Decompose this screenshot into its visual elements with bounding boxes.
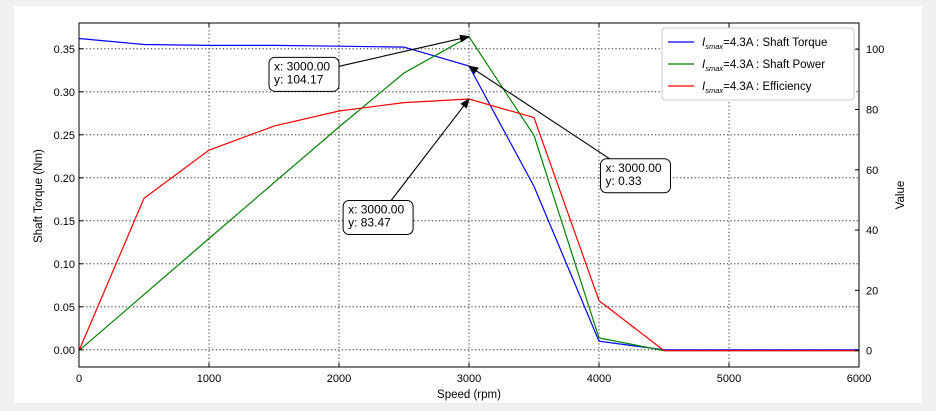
legend-label: Ismax=4.3A : Shaft Torque bbox=[702, 37, 827, 51]
y-right-tick-label: 100 bbox=[866, 44, 884, 56]
legend-label: Ismax=4.3A : Efficiency bbox=[702, 81, 812, 95]
legend: Ismax=4.3A : Shaft Torque Ismax=4.3A : Sh… bbox=[661, 27, 855, 101]
annotation-y-text: y: 83.47 bbox=[348, 215, 391, 229]
legend-label: Ismax=4.3A : Shaft Power bbox=[702, 59, 825, 73]
x-axis-label: Speed (rpm) bbox=[437, 389, 501, 401]
x-tick-label: 2000 bbox=[327, 373, 351, 385]
x-tick-label: 1000 bbox=[197, 373, 221, 385]
y-axis-left-label: Shaft Torque (Nm) bbox=[33, 149, 45, 243]
y-left-tick-label: 0.15 bbox=[54, 216, 75, 228]
annotation-arrow bbox=[468, 65, 611, 160]
annotation-box bbox=[342, 199, 414, 235]
chart-figure: 0 1000 2000 3000 4000 5000 6000 0.00 0.05 0.10 0.1… bbox=[14, 6, 922, 403]
annotation-y-text: y: 104.17 bbox=[274, 72, 324, 86]
y-right-tick-label: 40 bbox=[866, 225, 878, 237]
annotation-y-text: y: 0.33 bbox=[606, 174, 642, 188]
y-left-tick-label: 0.00 bbox=[54, 345, 75, 357]
x-tick-label: 6000 bbox=[847, 373, 871, 385]
annotation-x-text: x: 3000.00 bbox=[274, 59, 330, 73]
y-left-tick-label: 0.05 bbox=[54, 302, 75, 314]
annotation-x-text: x: 3000.00 bbox=[348, 202, 404, 216]
y-right-tick-label: 20 bbox=[866, 285, 878, 297]
legend-entry-1: Ismax=4.3A : Shaft Torque bbox=[668, 37, 827, 51]
y-left-tick-label: 0.20 bbox=[54, 173, 75, 185]
annotation-2: x: 3000.00y: 83.47 bbox=[342, 98, 470, 235]
annotation-box bbox=[268, 56, 340, 92]
x-tick-label: 4000 bbox=[587, 373, 611, 385]
y-right-tick-label: 60 bbox=[866, 165, 878, 177]
y-axis-right-label: Value bbox=[895, 181, 907, 210]
annotation-x-text: x: 3000.00 bbox=[606, 161, 662, 175]
annotation-box bbox=[600, 158, 671, 194]
y-right-tick-label: 80 bbox=[866, 105, 878, 117]
annotations: x: 3000.00y: 104.17x: 3000.00y: 83.47x: … bbox=[268, 34, 671, 235]
y-left-tick-label: 0.35 bbox=[54, 44, 75, 56]
legend-box bbox=[661, 27, 855, 101]
chart-svg: 0 1000 2000 3000 4000 5000 60000.000.050.100.1… bbox=[33, 22, 907, 401]
legend-entry-3: Ismax=4.3A : Efficiency bbox=[668, 81, 812, 95]
axis-ticks: 0 1000 2000 3000 4000 5000 60000.000.050.100.1… bbox=[54, 23, 884, 385]
grid bbox=[79, 23, 859, 367]
annotation-arrow bbox=[338, 34, 470, 67]
y-right-tick-label: 0 bbox=[866, 346, 872, 358]
x-tick-label: 5000 bbox=[717, 373, 741, 385]
y-left-tick-label: 0.30 bbox=[54, 87, 75, 99]
annotation-3: x: 3000.00y: 0.33 bbox=[468, 65, 671, 194]
annotation-arrow bbox=[390, 98, 470, 201]
x-tick-label: 3000 bbox=[457, 373, 481, 385]
legend-entry-2: Ismax=4.3A : Shaft Power bbox=[668, 59, 825, 73]
y-left-tick-label: 0.10 bbox=[54, 259, 75, 271]
x-tick-label: 0 bbox=[76, 373, 82, 385]
y-left-tick-label: 0.25 bbox=[54, 130, 75, 142]
annotation-1: x: 3000.00y: 104.17 bbox=[268, 34, 470, 92]
